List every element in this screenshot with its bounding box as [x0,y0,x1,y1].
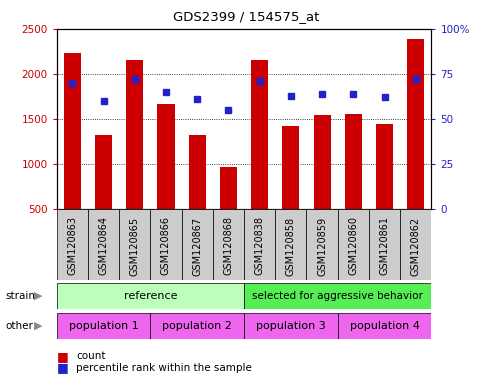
Text: count: count [76,351,106,361]
Text: strain: strain [5,291,35,301]
Text: ■: ■ [57,361,69,374]
Text: GSM120862: GSM120862 [411,217,421,275]
Text: GSM120838: GSM120838 [255,217,265,275]
Bar [181,209,213,280]
Bar [64,53,81,209]
Text: GSM120863: GSM120863 [68,217,77,275]
Bar [150,209,181,280]
Bar [369,209,400,280]
Text: selected for aggressive behavior: selected for aggressive behavior [252,291,423,301]
Bar [95,135,112,209]
Bar [57,313,150,339]
Text: GSM120860: GSM120860 [349,217,358,275]
Text: GSM120861: GSM120861 [380,217,389,275]
Bar [314,114,331,209]
Bar [126,60,143,209]
Bar [376,124,393,209]
Text: other: other [5,321,33,331]
Bar [57,283,244,309]
Text: ▶: ▶ [34,291,42,301]
Bar [407,39,424,209]
Bar [220,167,237,209]
Bar [282,126,299,209]
Text: reference: reference [124,291,177,301]
Text: ▶: ▶ [34,321,42,331]
Text: GSM120868: GSM120868 [223,217,233,275]
Text: population 1: population 1 [69,321,139,331]
Text: GDS2399 / 154575_at: GDS2399 / 154575_at [174,10,319,23]
Bar [244,313,338,339]
Bar [275,209,307,280]
Text: percentile rank within the sample: percentile rank within the sample [76,363,252,373]
Bar [150,313,244,339]
Bar [338,313,431,339]
Bar [189,135,206,209]
Text: GSM120867: GSM120867 [192,217,202,275]
Bar [57,209,88,280]
Text: ■: ■ [57,350,69,363]
Bar [244,283,431,309]
Text: GSM120858: GSM120858 [286,217,296,275]
Bar [338,209,369,280]
Text: GSM120864: GSM120864 [99,217,108,275]
Bar [244,209,275,280]
Text: GSM120859: GSM120859 [317,217,327,275]
Text: population 2: population 2 [162,321,232,331]
Bar [119,209,150,280]
Bar [88,209,119,280]
Text: population 4: population 4 [350,321,420,331]
Bar [157,104,175,209]
Bar [307,209,338,280]
Bar [251,60,268,209]
Bar [213,209,244,280]
Text: GSM120866: GSM120866 [161,217,171,275]
Bar [400,209,431,280]
Bar [345,114,362,209]
Text: GSM120865: GSM120865 [130,217,140,275]
Text: population 3: population 3 [256,321,326,331]
